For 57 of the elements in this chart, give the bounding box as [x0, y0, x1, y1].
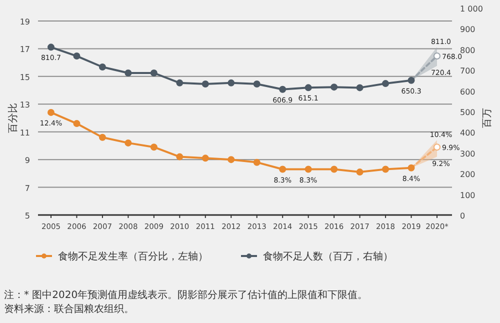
- y2-tick-label: 800: [460, 46, 476, 55]
- text: 资料来源：联合国粮农组织。: [4, 303, 134, 315]
- y2-tick-label: 300: [460, 149, 476, 158]
- y2-axis-title: 百万: [482, 108, 493, 128]
- point: [279, 86, 286, 93]
- point: [228, 79, 235, 86]
- y2-tick-label: 900: [460, 25, 476, 34]
- point: [73, 120, 80, 128]
- point: [124, 139, 132, 146]
- y2-tick-label: 0: [460, 212, 466, 220]
- y-tick-label: 11: [20, 128, 30, 138]
- y-tick-label: 17: [20, 45, 30, 54]
- legend-label: 食物不足人数（百万，右轴）: [263, 250, 393, 262]
- point: [304, 84, 312, 92]
- point: [202, 80, 209, 88]
- point: [356, 168, 364, 176]
- y2-tick-label: 700: [460, 66, 476, 76]
- point: [356, 84, 364, 92]
- y-tick-label: 19: [20, 18, 30, 26]
- point: [382, 80, 390, 88]
- point: [48, 108, 54, 116]
- point: [253, 158, 260, 166]
- point: [124, 70, 132, 76]
- y-tick-label: 13: [20, 100, 30, 110]
- point: [150, 144, 158, 151]
- y2-tick-label: 200: [460, 170, 476, 180]
- text: 注：* 图中2020年预测值用虚线表示。阴影部分展示了估计值的上限值和下限值。: [4, 289, 368, 301]
- point: [330, 84, 338, 91]
- y2-tick-label: 400: [460, 128, 476, 138]
- point: [98, 134, 106, 141]
- legend-label: 食物不足发生率（百分比，左轴）: [58, 250, 208, 262]
- point: [408, 164, 415, 172]
- y-axis-title: 百分比: [7, 103, 19, 133]
- point: [434, 52, 440, 60]
- point: [176, 79, 184, 86]
- point: [176, 153, 184, 160]
- y2-tick-label: 600: [460, 87, 476, 96]
- y-tick-label: 15: [20, 72, 30, 82]
- y-tick-label: 5: [24, 212, 30, 220]
- y-tick-label: 7: [24, 184, 30, 193]
- point: [382, 166, 390, 173]
- point: [434, 144, 440, 151]
- y2-tick-label: 1 000: [460, 4, 483, 14]
- y2-tick-label: 500: [460, 108, 476, 117]
- point: [73, 52, 80, 60]
- point: [330, 166, 338, 173]
- point: [253, 80, 260, 88]
- y2-tick-label: 100: [460, 190, 476, 200]
- point: [150, 70, 158, 76]
- point: [408, 76, 415, 84]
- point: [48, 44, 54, 51]
- point: [98, 63, 106, 70]
- point: [304, 166, 312, 173]
- y-tick-label: 9: [24, 156, 30, 166]
- point: [202, 154, 209, 162]
- point: [279, 166, 286, 173]
- point: [228, 156, 235, 164]
